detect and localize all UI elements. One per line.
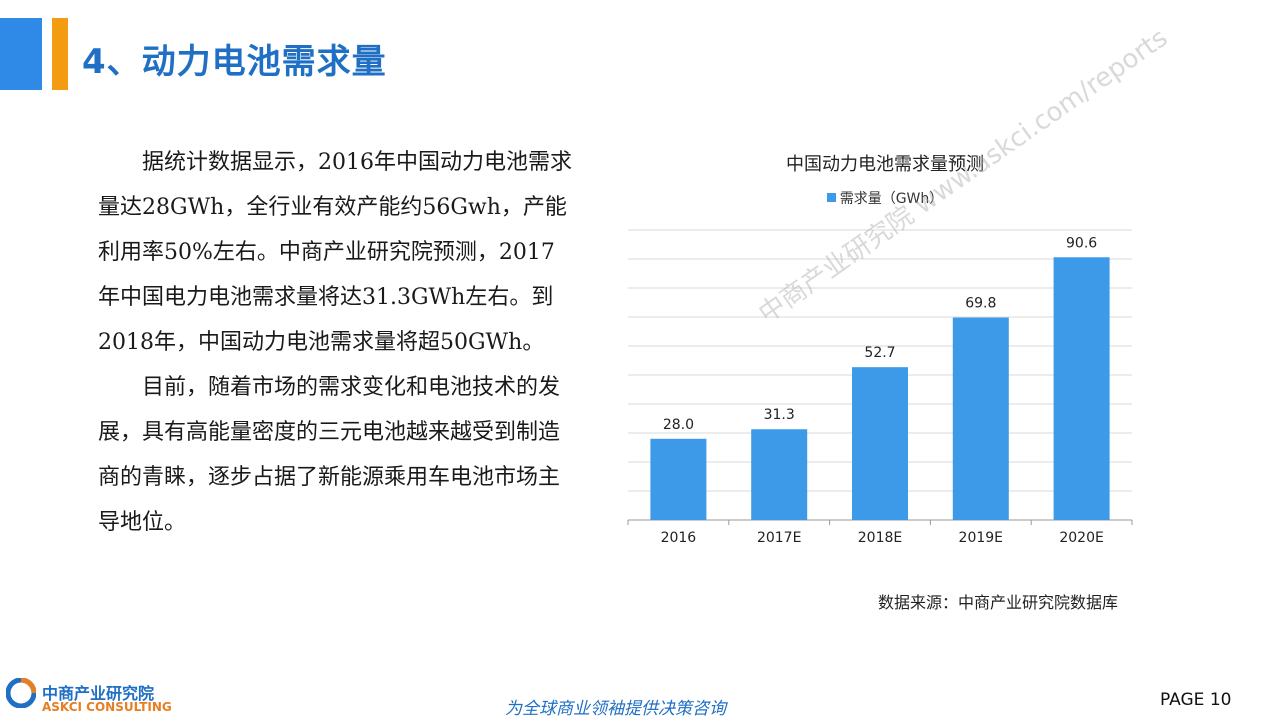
legend-label: 需求量（GWh） — [839, 191, 944, 207]
paragraph-2: 目前，随着市场的需求变化和电池技术的发展，具有高能量密度的三元电池越来越受到制造… — [98, 375, 561, 535]
data-label: 69.8 — [965, 296, 996, 312]
logo-text-cn: 中商产业研究院 — [42, 684, 155, 703]
x-tick-label: 2016 — [661, 530, 697, 546]
chart-title: 中国动力电池需求量预测 — [786, 154, 984, 175]
bar — [1053, 257, 1110, 520]
bar — [650, 438, 707, 520]
x-tick-label: 2019E — [959, 530, 1003, 546]
page-number: PAGE 10 — [1160, 690, 1232, 710]
footer-slogan: 为全球商业领袖提供决策咨询 — [505, 699, 726, 719]
body-text: 据统计数据显示，2016年中国动力电池需求量达28GWh，全行业有效产能约56G… — [98, 140, 576, 545]
paragraph-1: 据统计数据显示，2016年中国动力电池需求量达28GWh，全行业有效产能约56G… — [98, 150, 572, 355]
data-label: 28.0 — [663, 417, 694, 433]
data-label: 90.6 — [1066, 235, 1097, 251]
bar-chart: 28.0 2016 31.3 2017E 52.7 2018E 69.8 2019E 90.6 2… — [627, 229, 1133, 546]
x-tick-label: 2018E — [858, 530, 902, 546]
bar — [751, 429, 808, 520]
bar — [852, 367, 908, 520]
bar — [952, 317, 1009, 520]
chart-legend: 需求量（GWh） — [620, 188, 1150, 208]
legend-swatch — [826, 193, 836, 202]
data-source: 数据来源：中商产业研究院数据库 — [878, 593, 1119, 612]
logo-text-en: ASKCI CONSULTING — [42, 700, 172, 714]
data-label: 31.3 — [764, 407, 795, 423]
x-tick-label: 2017E — [757, 530, 801, 546]
askci-logo-icon — [6, 678, 36, 708]
page-title: 4、动力电池需求量 — [82, 42, 387, 82]
data-label: 52.7 — [864, 345, 895, 361]
x-tick-label: 2020E — [1059, 530, 1103, 546]
header-accent-orange — [52, 18, 68, 90]
header-accent-blue — [0, 18, 42, 90]
